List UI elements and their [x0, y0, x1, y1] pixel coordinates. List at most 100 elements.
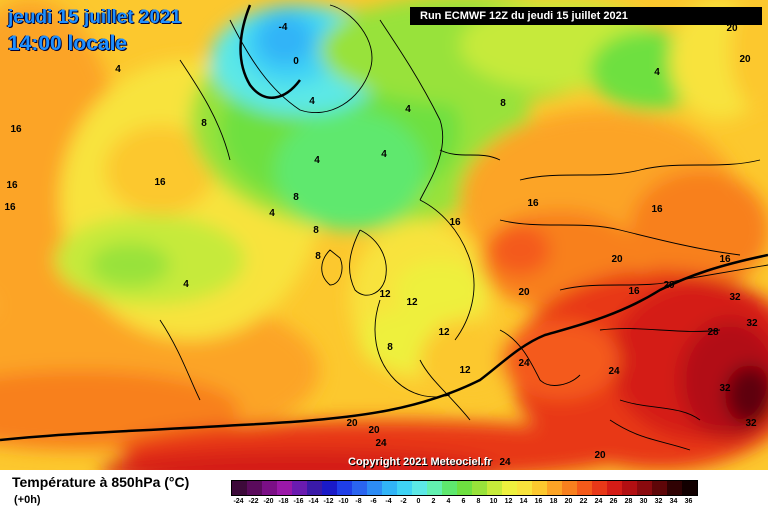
contour-label: 32 [745, 418, 757, 429]
color-swatch [622, 481, 637, 495]
contour-label: 4 [405, 104, 411, 115]
contour-label: 4 [115, 64, 121, 75]
contour-label: 4 [269, 208, 275, 219]
contour-label: 20 [726, 23, 738, 34]
contour-label: 16 [6, 180, 18, 191]
color-scale-tick: 28 [624, 498, 633, 505]
color-swatch [397, 481, 412, 495]
temperature-field [0, 0, 768, 470]
color-scale-tick: -16 [293, 498, 304, 505]
color-scale-tick: 34 [669, 498, 678, 505]
contour-label: 20 [611, 254, 623, 265]
color-swatch [367, 481, 382, 495]
color-swatch [517, 481, 532, 495]
color-swatch [562, 481, 577, 495]
color-swatch [487, 481, 502, 495]
contour-label: 28 [707, 327, 719, 338]
contour-label: 32 [729, 292, 741, 303]
contour-label: 12 [459, 365, 471, 376]
color-scale-tick: 32 [654, 498, 663, 505]
contour-label: 32 [719, 383, 731, 394]
contour-label: 16 [4, 202, 16, 213]
contour-label: 8 [201, 118, 207, 129]
contour-label: -4 [279, 22, 288, 33]
color-swatch [412, 481, 427, 495]
contour-label: 20 [739, 54, 751, 65]
color-scale-tick: -18 [278, 498, 289, 505]
contour-label: 8 [387, 342, 393, 353]
contour-label: 8 [500, 98, 506, 109]
contour-label: 24 [518, 358, 530, 369]
color-scale-tick: -6 [370, 498, 377, 505]
copyright-text: Copyright 2021 Meteociel.fr [348, 456, 492, 468]
temperature-map: -4 0 4 16 4 8 4 8 4 16 4 16 16 8 16 4 8 4 16 16 20 20 20 20 4 12 1… [0, 0, 768, 470]
color-swatch [667, 481, 682, 495]
color-swatch [607, 481, 622, 495]
contour-label: 24 [375, 438, 387, 449]
color-scale-tick: -20 [263, 498, 274, 505]
contour-label: 16 [651, 204, 663, 215]
contour-label: 20 [368, 425, 380, 436]
color-swatch [682, 481, 697, 495]
contour-label: 12 [379, 289, 391, 300]
contour-label: 8 [293, 192, 299, 203]
legend: Température à 850hPa (°C) (+0h) -24 -22 -2… [0, 470, 768, 512]
color-scale-tick: -12 [323, 498, 334, 505]
color-swatch [442, 481, 457, 495]
color-scale-tick: -22 [248, 498, 259, 505]
color-scale-tick: 22 [579, 498, 588, 505]
color-swatch [232, 481, 247, 495]
color-swatch [277, 481, 292, 495]
contour-label: 32 [746, 318, 758, 329]
color-scale-tick: 24 [594, 498, 603, 505]
contour-label: 20 [594, 450, 606, 461]
color-scale-tick: 30 [639, 498, 648, 505]
color-scale-tick: 10 [489, 498, 498, 505]
contour-label: 8 [313, 225, 319, 236]
model-run-banner: Run ECMWF 12Z du jeudi 15 juillet 2021 [410, 7, 762, 25]
color-swatch [577, 481, 592, 495]
color-scale-tick: 12 [504, 498, 513, 505]
isotherms [0, 4, 768, 442]
contour-label: 4 [309, 96, 315, 107]
contour-label: 4 [314, 155, 320, 166]
color-scale-tick: -10 [338, 498, 349, 505]
contour-label: 20 [518, 287, 530, 298]
contour-label: 16 [719, 254, 731, 265]
color-swatch [472, 481, 487, 495]
contour-labels: -4 0 4 16 4 8 4 8 4 16 4 16 16 8 16 4 8 4 16 16 20 20 20 20 4 12 1… [4, 22, 758, 468]
color-swatch [247, 481, 262, 495]
color-scale-tick: 14 [519, 498, 528, 505]
color-scale-tick: 2 [431, 498, 436, 505]
color-swatch [307, 481, 322, 495]
color-scale-tick: 4 [446, 498, 451, 505]
color-scale [231, 480, 698, 496]
color-swatch [532, 481, 547, 495]
color-scale-tick: 16 [534, 498, 543, 505]
color-swatch [547, 481, 562, 495]
color-swatch [262, 481, 277, 495]
color-swatch [352, 481, 367, 495]
color-swatch [592, 481, 607, 495]
legend-title: Température à 850hPa (°C) [12, 474, 190, 490]
map-canvas: -4 0 4 16 4 8 4 8 4 16 4 16 16 8 16 4 8 4 16 16 20 20 20 20 4 12 1… [0, 0, 768, 470]
contour-label: 12 [438, 327, 450, 338]
color-scale-tick: 36 [684, 498, 693, 505]
color-scale-tick: 20 [564, 498, 573, 505]
color-swatch [322, 481, 337, 495]
color-scale-tick: -14 [308, 498, 319, 505]
contour-label: 16 [154, 177, 166, 188]
contour-label: 0 [293, 56, 299, 67]
contour-label: 24 [608, 366, 620, 377]
contour-label: 4 [654, 67, 660, 78]
contour-label: 16 [449, 217, 461, 228]
color-scale-tick: 8 [476, 498, 481, 505]
color-scale-tick: -8 [355, 498, 362, 505]
color-swatch [427, 481, 442, 495]
color-swatch [292, 481, 307, 495]
color-swatch [382, 481, 397, 495]
contour-label: 24 [499, 457, 511, 468]
legend-subtitle: (+0h) [14, 494, 41, 506]
contour-label: 8 [315, 251, 321, 262]
color-scale-tick: 18 [549, 498, 558, 505]
